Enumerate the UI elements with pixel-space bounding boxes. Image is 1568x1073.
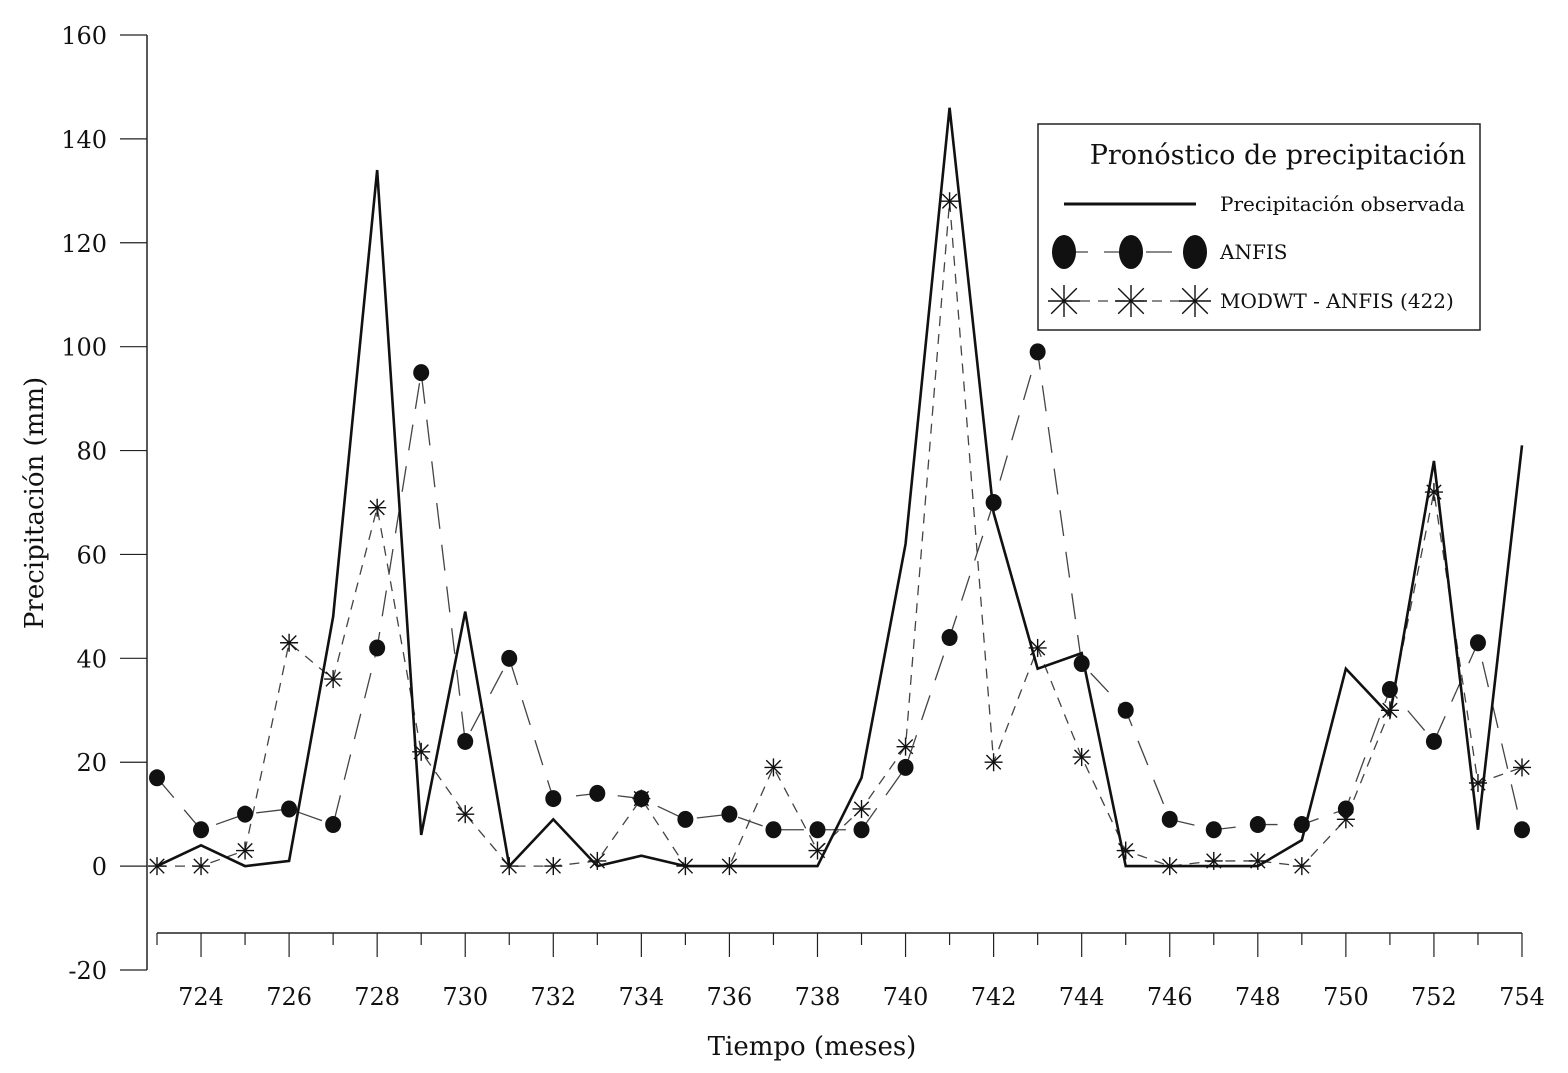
data-point-asterisk bbox=[940, 192, 959, 211]
legend-label: ANFIS bbox=[1219, 240, 1287, 264]
y-tick-label: 40 bbox=[76, 645, 107, 673]
data-point-circle bbox=[369, 639, 386, 657]
x-tick-label: 736 bbox=[707, 983, 753, 1011]
data-point-circle bbox=[237, 805, 254, 823]
x-tick-label: 746 bbox=[1147, 983, 1193, 1011]
data-point-circle bbox=[853, 821, 870, 839]
y-tick-label: 140 bbox=[61, 126, 107, 154]
data-point-circle bbox=[1469, 634, 1486, 652]
data-point-asterisk bbox=[1513, 758, 1531, 777]
x-tick-label: 748 bbox=[1235, 983, 1281, 1011]
data-point-asterisk bbox=[984, 753, 1003, 772]
data-point-circle bbox=[325, 816, 342, 834]
data-point-circle bbox=[1249, 816, 1266, 834]
data-point-circle bbox=[413, 364, 430, 382]
y-axis-title: Precipitación (mm) bbox=[20, 377, 50, 629]
series-line-modwt-anfis-422 bbox=[157, 201, 1523, 867]
data-point-circle bbox=[281, 800, 298, 818]
series-line-precipitaci-n-observada bbox=[156, 107, 1524, 869]
x-tick-label: 730 bbox=[442, 983, 488, 1011]
data-point-circle bbox=[1205, 821, 1222, 839]
y-tick-label: 0 bbox=[92, 853, 107, 881]
data-point-asterisk bbox=[1116, 841, 1135, 860]
legend-marker-circle bbox=[1183, 235, 1207, 269]
legend-marker-asterisk bbox=[1048, 285, 1080, 317]
data-point-circle bbox=[1425, 732, 1442, 750]
data-point-circle bbox=[941, 629, 958, 647]
data-point-circle bbox=[193, 821, 210, 839]
data-point-asterisk bbox=[236, 841, 255, 860]
x-tick-label: 742 bbox=[971, 983, 1017, 1011]
legend-entry: ANFIS bbox=[1052, 235, 1287, 269]
data-point-asterisk bbox=[1292, 857, 1311, 876]
legend-marker-circle bbox=[1119, 235, 1143, 269]
data-point-circle bbox=[589, 784, 606, 802]
data-point-circle bbox=[633, 790, 650, 808]
y-tick-label: 100 bbox=[61, 334, 107, 362]
y-tick-label: -20 bbox=[68, 957, 107, 985]
data-point-asterisk bbox=[1072, 748, 1091, 767]
x-tick-label: 724 bbox=[178, 983, 224, 1011]
y-tick-label: 20 bbox=[76, 749, 107, 777]
x-tick-label: 744 bbox=[1059, 983, 1105, 1011]
y-tick-label: 60 bbox=[76, 541, 107, 569]
data-point-circle bbox=[1117, 701, 1134, 719]
data-point-asterisk bbox=[368, 498, 387, 517]
x-tick-label: 738 bbox=[795, 983, 841, 1011]
legend-label: Precipitación observada bbox=[1220, 192, 1465, 216]
data-point-asterisk bbox=[192, 857, 211, 876]
data-point-asterisk bbox=[324, 670, 343, 689]
legend-label: MODWT - ANFIS (422) bbox=[1220, 289, 1454, 313]
data-point-asterisk bbox=[456, 805, 475, 824]
x-axis-title: Tiempo (meses) bbox=[708, 1032, 917, 1062]
data-point-circle bbox=[809, 821, 826, 839]
data-point-circle bbox=[457, 732, 474, 750]
legend-entry: MODWT - ANFIS (422) bbox=[1048, 285, 1454, 317]
data-point-circle bbox=[677, 810, 694, 828]
data-point-circle bbox=[1161, 810, 1178, 828]
x-tick-label: 732 bbox=[530, 983, 576, 1011]
legend-marker-asterisk bbox=[1115, 285, 1147, 317]
y-tick-label: 120 bbox=[61, 230, 107, 258]
data-point-circle bbox=[721, 805, 738, 823]
x-tick-label: 726 bbox=[266, 983, 312, 1011]
legend: Pronóstico de precipitación Precipitació… bbox=[1037, 123, 1481, 331]
data-point-asterisk bbox=[764, 758, 783, 777]
data-point-circle bbox=[897, 758, 914, 776]
y-tick-label: 80 bbox=[76, 438, 107, 466]
data-point-circle bbox=[1337, 800, 1354, 818]
data-point-asterisk bbox=[280, 633, 299, 652]
legend-box bbox=[1037, 123, 1481, 331]
data-point-circle bbox=[545, 790, 562, 808]
x-tick-label: 734 bbox=[618, 983, 664, 1011]
data-point-asterisk bbox=[544, 857, 563, 876]
legend-marker-asterisk bbox=[1179, 285, 1211, 317]
x-tick-label: 754 bbox=[1499, 983, 1545, 1011]
series-line-anfis bbox=[156, 351, 1523, 831]
data-point-circle bbox=[1029, 343, 1046, 361]
data-point-asterisk bbox=[896, 737, 915, 756]
data-point-circle bbox=[1514, 821, 1530, 839]
data-point-circle bbox=[501, 649, 518, 667]
y-tick-label: 160 bbox=[61, 22, 107, 50]
x-tick-label: 728 bbox=[354, 983, 400, 1011]
data-point-circle bbox=[765, 821, 782, 839]
data-point-asterisk bbox=[808, 841, 827, 860]
legend-marker-circle bbox=[1052, 235, 1076, 269]
y-axis: -20 0 20 40 60 80 100 120 140 160 bbox=[61, 22, 148, 985]
data-point-circle bbox=[149, 769, 165, 787]
x-tick-label: 750 bbox=[1323, 983, 1369, 1011]
x-tick-label: 752 bbox=[1411, 983, 1457, 1011]
data-point-asterisk bbox=[852, 799, 871, 818]
x-axis: 724 726 728 730 732 734 736 738 740 742 744 746 748 7… bbox=[156, 932, 1545, 1011]
plot-area bbox=[148, 107, 1531, 876]
legend-entry: Precipitación observada bbox=[1064, 192, 1465, 216]
x-tick-label: 740 bbox=[883, 983, 929, 1011]
legend-title: Pronóstico de precipitación bbox=[1090, 140, 1466, 171]
